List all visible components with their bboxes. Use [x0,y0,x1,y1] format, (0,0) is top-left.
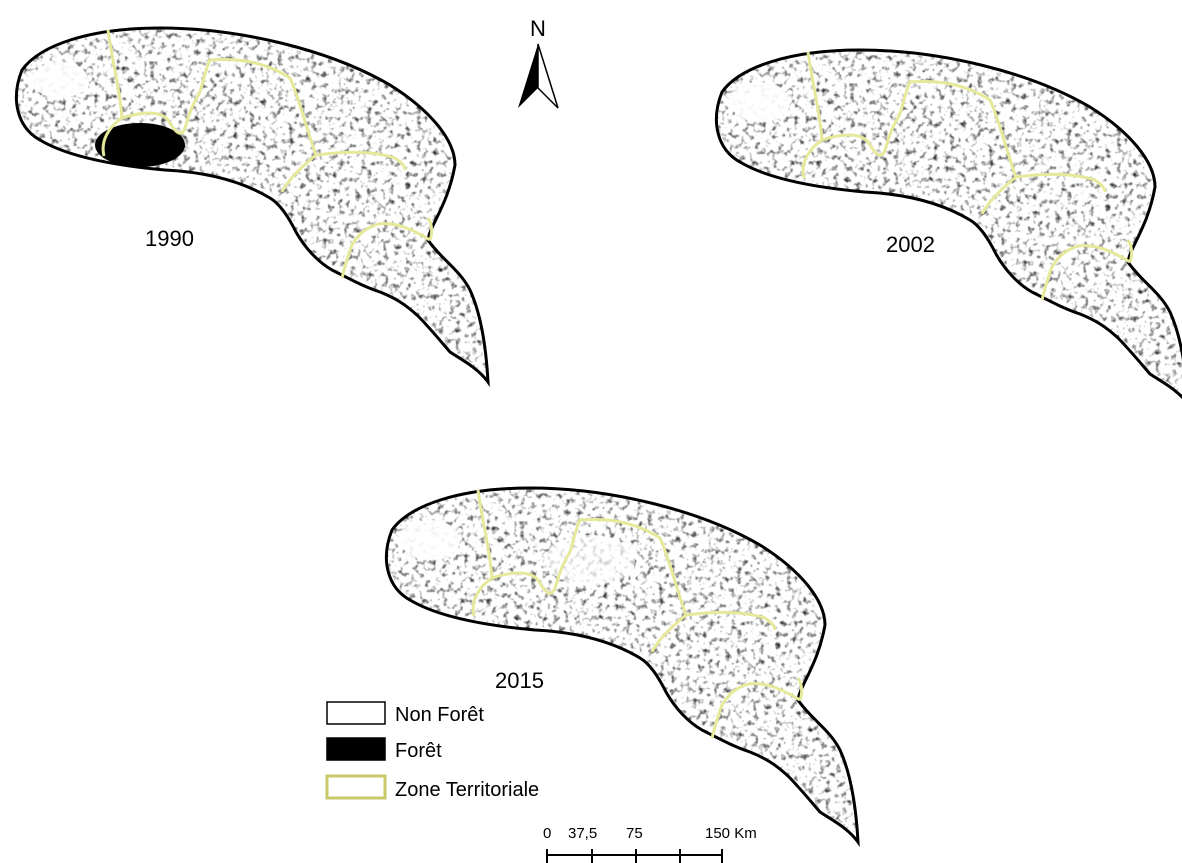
scale-label-37-5: 37,5 [568,825,597,842]
scale-label-75: 75 [626,825,643,842]
legend-label-forest: Forêt [395,740,442,762]
scale-bar: 0 37,5 75 150 Km [543,825,757,863]
legend-swatch-non-forest [326,701,386,725]
year-label-2002: 2002 [886,232,935,257]
zone-boundary [471,489,804,739]
north-arrow: N [518,16,559,109]
legend-swatch-forest [326,737,386,761]
map-1990: 1990 [14,26,490,384]
north-label: N [530,16,546,41]
year-label-1990: 1990 [145,226,194,251]
north-arrow-right-icon [537,43,559,109]
zone-boundary [101,29,434,279]
north-arrow-left-icon [518,44,538,108]
legend-swatch-zone [325,774,387,800]
scale-label-150: 150 Km [705,825,757,842]
year-label-2015: 2015 [495,668,544,693]
scale-label-0: 0 [543,825,551,842]
zone-boundary [801,51,1134,301]
legend-label-non-forest: Non Forêt [395,704,484,726]
legend: Non Forêt Forêt Zone Territoriale [325,701,539,801]
legend-label-zone: Zone Territoriale [395,779,539,801]
map-2002 [714,48,1182,406]
